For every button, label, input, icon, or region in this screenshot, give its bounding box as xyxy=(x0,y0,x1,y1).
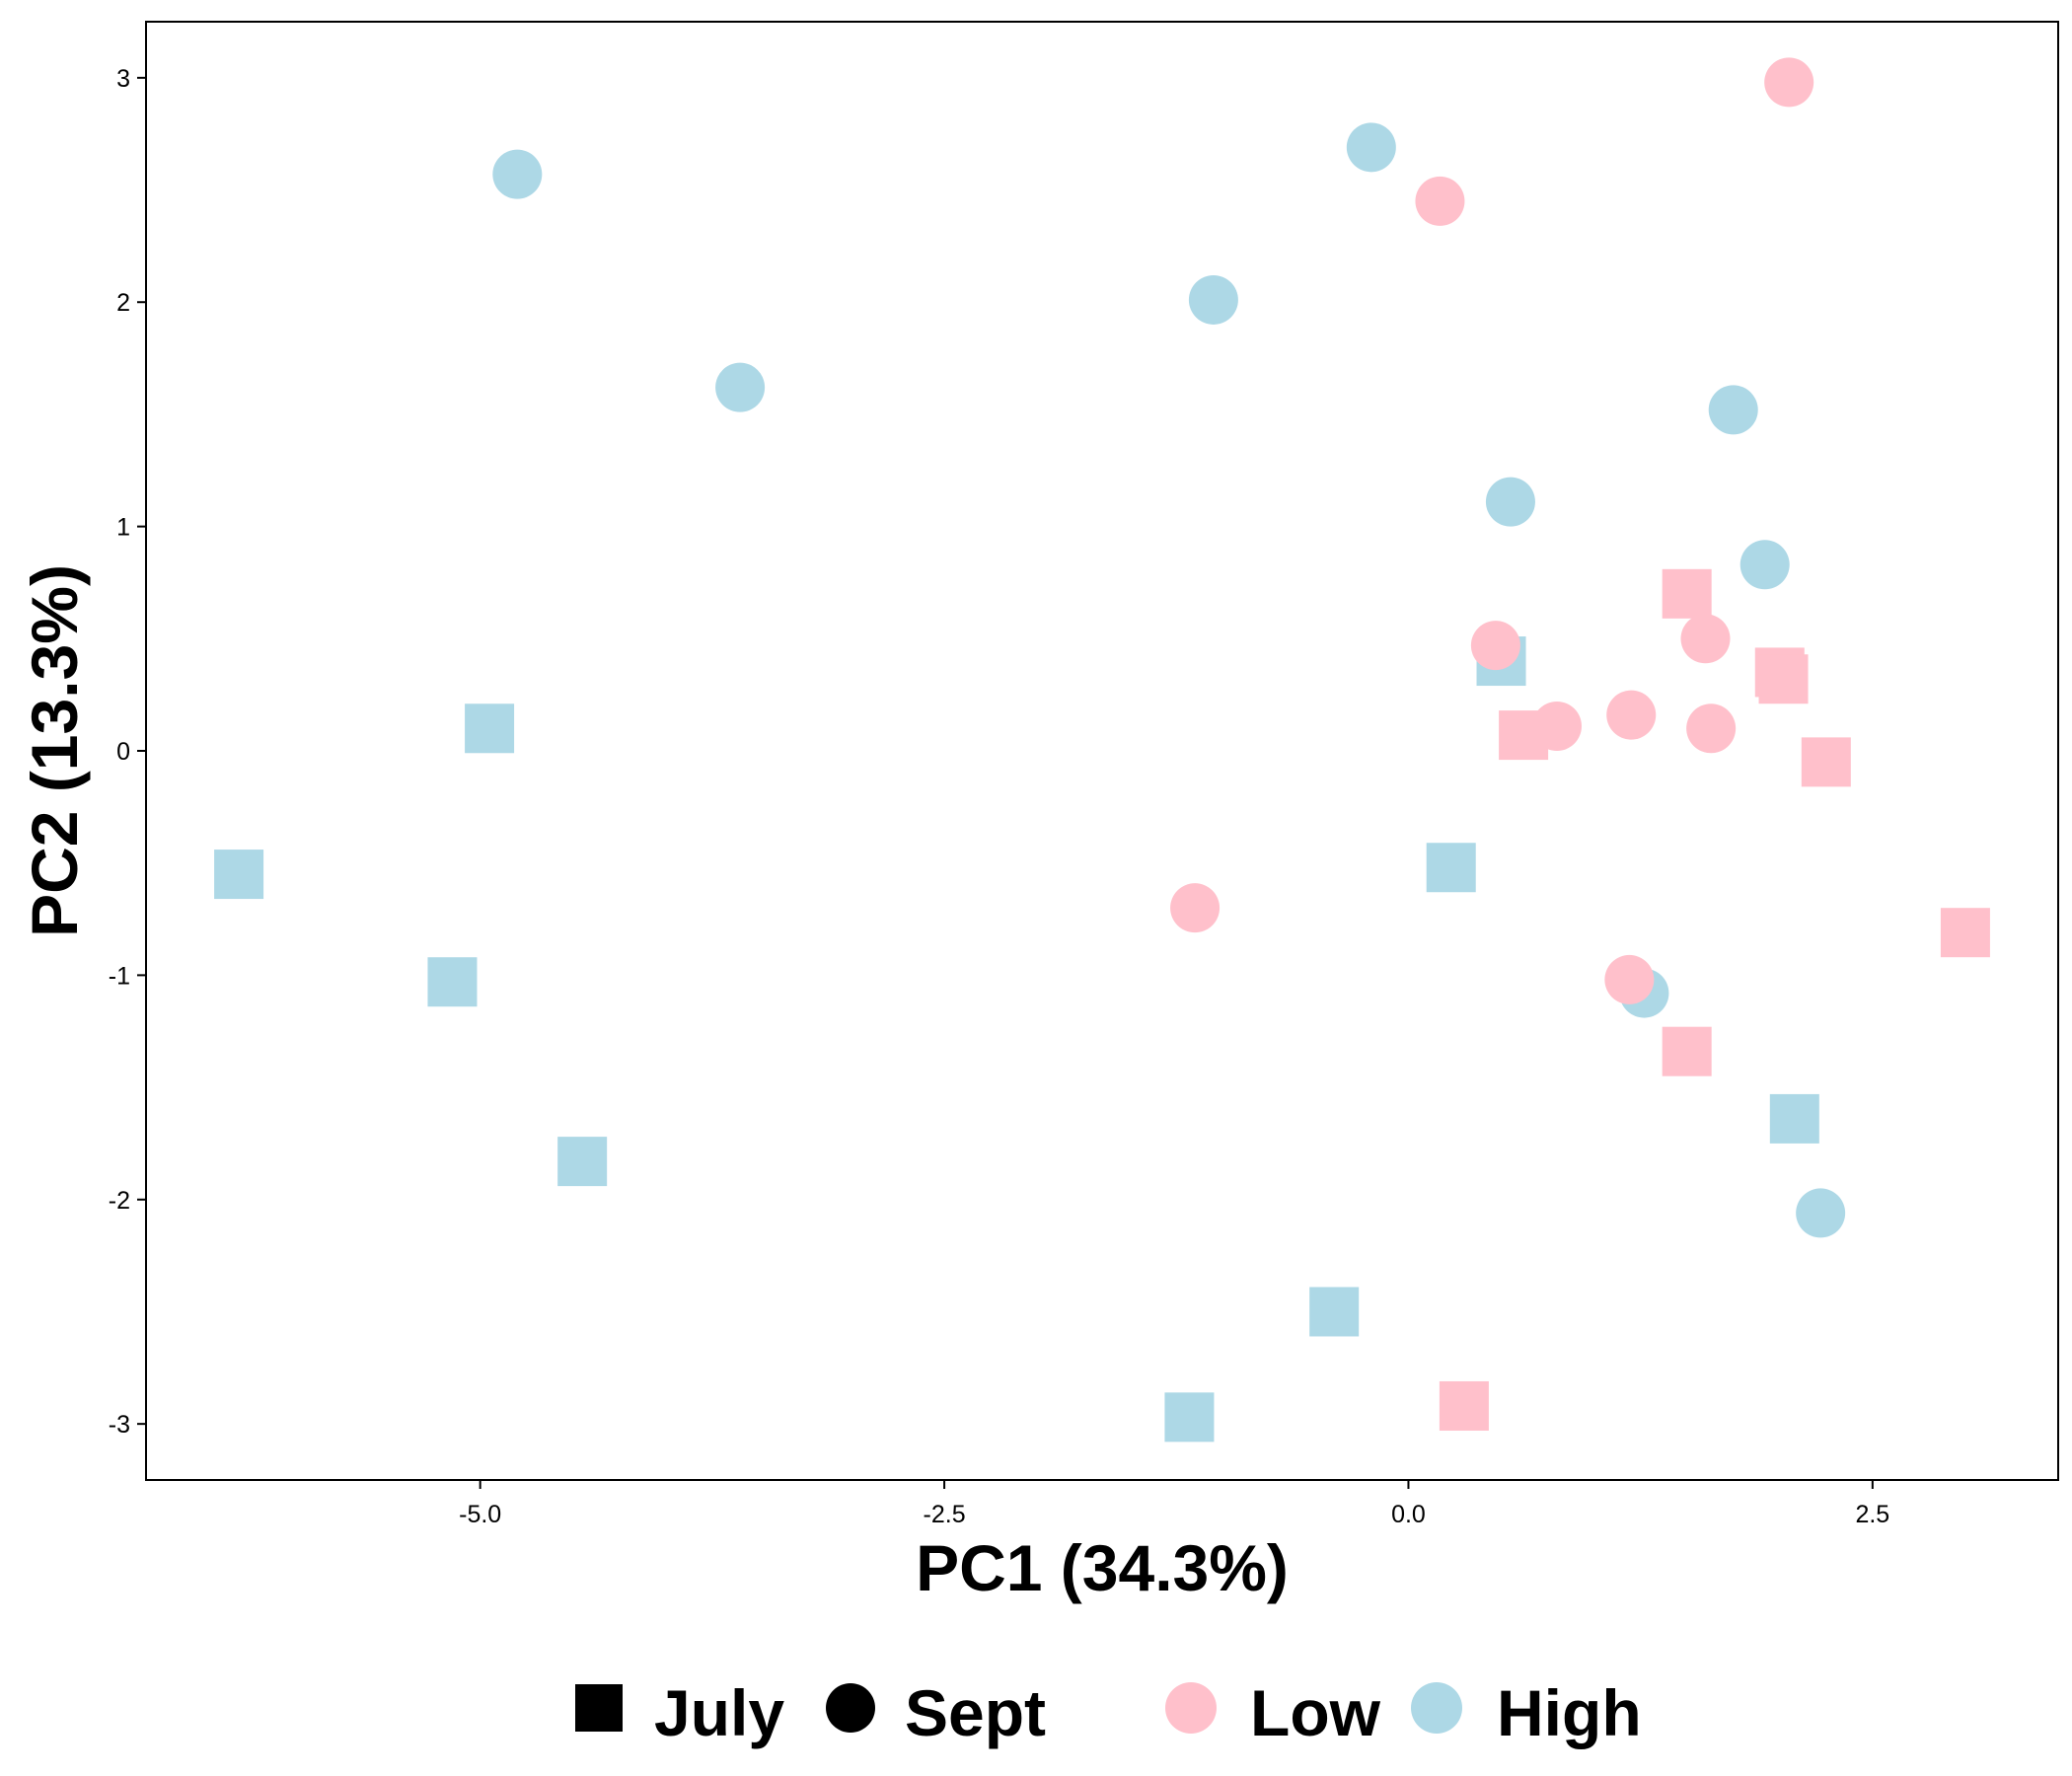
point-july-high xyxy=(214,850,264,900)
legend-july-key xyxy=(575,1684,623,1732)
point-sept-high xyxy=(1796,1188,1846,1238)
point-sept-high xyxy=(1739,540,1790,590)
x-tick-label: -5.0 xyxy=(459,1501,501,1528)
y-tick-label: 2 xyxy=(116,289,130,317)
point-sept-low xyxy=(1531,701,1582,751)
point-sept-low xyxy=(1470,621,1520,671)
point-sept-high xyxy=(492,149,543,199)
point-july-high xyxy=(1426,843,1476,893)
legend-low-key xyxy=(1165,1682,1217,1734)
point-sept-low xyxy=(1606,690,1657,740)
point-sept-low xyxy=(1686,703,1737,754)
y-axis-title: PC2 (13.3%) xyxy=(18,564,91,937)
point-july-low xyxy=(1662,1026,1712,1076)
point-sept-high xyxy=(1188,274,1238,325)
legend: July Sept Low High xyxy=(575,1676,1642,1749)
point-sept-high xyxy=(1485,477,1535,527)
y-tick-label: 1 xyxy=(116,514,130,542)
legend-low-label: Low xyxy=(1250,1676,1381,1749)
point-sept-low xyxy=(1680,614,1731,664)
legend-high-label: High xyxy=(1497,1676,1642,1749)
point-july-low xyxy=(1662,568,1712,619)
x-axis: -5.0 -2.5 0.0 2.5 xyxy=(459,1480,1889,1528)
x-tick-label: 2.5 xyxy=(1855,1501,1889,1528)
point-sept-low xyxy=(1415,176,1465,226)
point-july-low xyxy=(1801,737,1851,787)
legend-high-key xyxy=(1411,1682,1462,1734)
point-july-high xyxy=(465,703,515,754)
point-sept-low xyxy=(1604,954,1655,1004)
point-sept-high xyxy=(1346,122,1396,173)
points-layer xyxy=(214,57,1990,1443)
point-july-low xyxy=(1758,654,1809,704)
y-tick-label: 3 xyxy=(116,65,130,93)
legend-july-label: July xyxy=(654,1676,784,1749)
legend-sept-label: Sept xyxy=(905,1676,1046,1749)
x-tick-label: -2.5 xyxy=(924,1501,966,1528)
point-july-high xyxy=(1769,1093,1819,1144)
point-sept-high xyxy=(715,362,766,412)
legend-sept-key xyxy=(826,1683,875,1733)
y-tick-label: -2 xyxy=(109,1187,130,1215)
point-july-high xyxy=(1309,1287,1360,1337)
point-july-low xyxy=(1940,908,1990,958)
point-july-high xyxy=(427,957,478,1007)
y-tick-label: 0 xyxy=(116,738,130,766)
y-tick-label: -3 xyxy=(109,1411,130,1439)
point-sept-high xyxy=(1708,385,1758,435)
point-july-low xyxy=(1439,1380,1489,1431)
point-july-high xyxy=(1164,1392,1215,1443)
point-sept-low xyxy=(1764,57,1814,108)
x-tick-label: 0.0 xyxy=(1391,1501,1426,1528)
point-july-high xyxy=(557,1137,608,1187)
y-axis: -3 -2 -1 0 1 2 3 xyxy=(109,65,146,1439)
y-tick-label: -1 xyxy=(109,962,130,990)
x-axis-title: PC1 (34.3%) xyxy=(916,1531,1289,1604)
point-sept-low xyxy=(1170,883,1221,933)
